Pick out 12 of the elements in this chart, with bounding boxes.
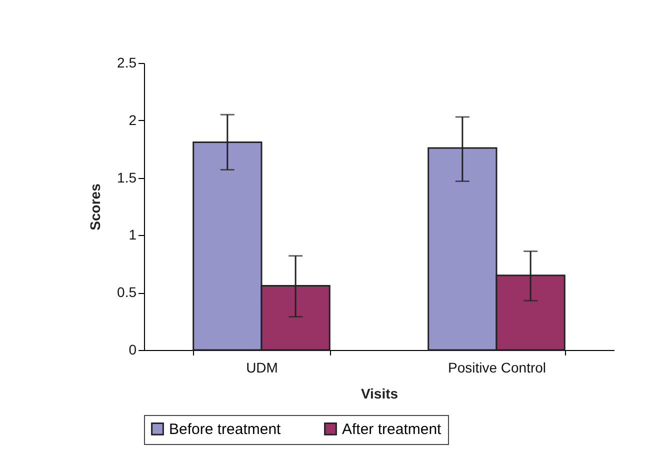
y-tick-label: 0.5 <box>117 284 137 300</box>
y-tick-label: 1.5 <box>117 169 137 186</box>
y-axis-title: Scores <box>87 183 104 230</box>
y-tick-label: 0 <box>128 342 137 358</box>
y-tick-label: 2.5 <box>117 54 137 70</box>
x-tick-label: UDM <box>246 360 278 376</box>
y-tick-label: 2 <box>128 112 137 128</box>
legend-label: Before treatment <box>169 420 282 438</box>
y-tick-label: 1 <box>128 226 137 243</box>
x-tick-label: Positive Control <box>448 360 546 376</box>
x-axis-title: Visits <box>360 386 398 402</box>
legend-label: After treatment <box>342 420 442 438</box>
